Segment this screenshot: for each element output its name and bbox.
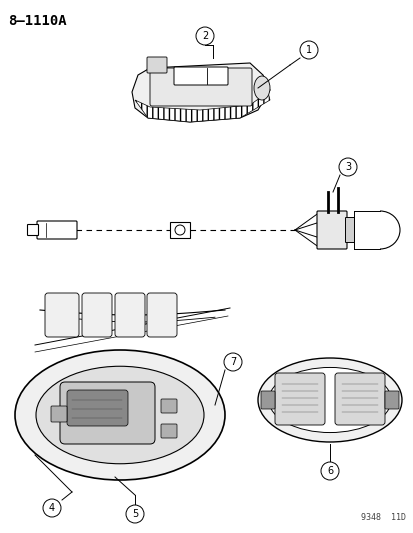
Polygon shape xyxy=(135,92,269,122)
FancyBboxPatch shape xyxy=(82,293,112,337)
Text: 7: 7 xyxy=(229,357,235,367)
Ellipse shape xyxy=(36,366,204,464)
Text: 5: 5 xyxy=(132,509,138,519)
FancyBboxPatch shape xyxy=(161,424,177,438)
Text: 8–1110A: 8–1110A xyxy=(8,14,66,28)
FancyBboxPatch shape xyxy=(316,211,346,249)
FancyBboxPatch shape xyxy=(173,67,228,85)
Ellipse shape xyxy=(15,350,224,480)
Circle shape xyxy=(338,158,356,176)
FancyBboxPatch shape xyxy=(170,222,190,238)
FancyBboxPatch shape xyxy=(345,217,354,243)
FancyBboxPatch shape xyxy=(115,293,145,337)
Ellipse shape xyxy=(268,367,390,433)
FancyBboxPatch shape xyxy=(27,224,38,236)
Ellipse shape xyxy=(254,76,269,100)
FancyBboxPatch shape xyxy=(51,406,67,422)
Text: 3: 3 xyxy=(344,162,350,172)
Text: 9348  11D: 9348 11D xyxy=(360,513,405,522)
Text: 2: 2 xyxy=(202,31,208,41)
FancyBboxPatch shape xyxy=(150,68,252,106)
FancyBboxPatch shape xyxy=(60,382,154,444)
FancyBboxPatch shape xyxy=(37,221,77,239)
FancyBboxPatch shape xyxy=(147,293,177,337)
FancyBboxPatch shape xyxy=(67,390,128,426)
FancyBboxPatch shape xyxy=(147,57,166,73)
Ellipse shape xyxy=(257,358,401,442)
FancyBboxPatch shape xyxy=(384,391,398,409)
Circle shape xyxy=(320,462,338,480)
FancyBboxPatch shape xyxy=(45,293,79,337)
Text: 6: 6 xyxy=(326,466,332,476)
Circle shape xyxy=(223,353,242,371)
Circle shape xyxy=(299,41,317,59)
Text: 4: 4 xyxy=(49,503,55,513)
Polygon shape xyxy=(132,63,269,122)
Circle shape xyxy=(195,27,214,45)
FancyBboxPatch shape xyxy=(260,391,274,409)
Circle shape xyxy=(43,499,61,517)
Circle shape xyxy=(126,505,144,523)
FancyBboxPatch shape xyxy=(161,399,177,413)
FancyBboxPatch shape xyxy=(334,373,384,425)
Text: 1: 1 xyxy=(305,45,311,55)
FancyBboxPatch shape xyxy=(274,373,324,425)
